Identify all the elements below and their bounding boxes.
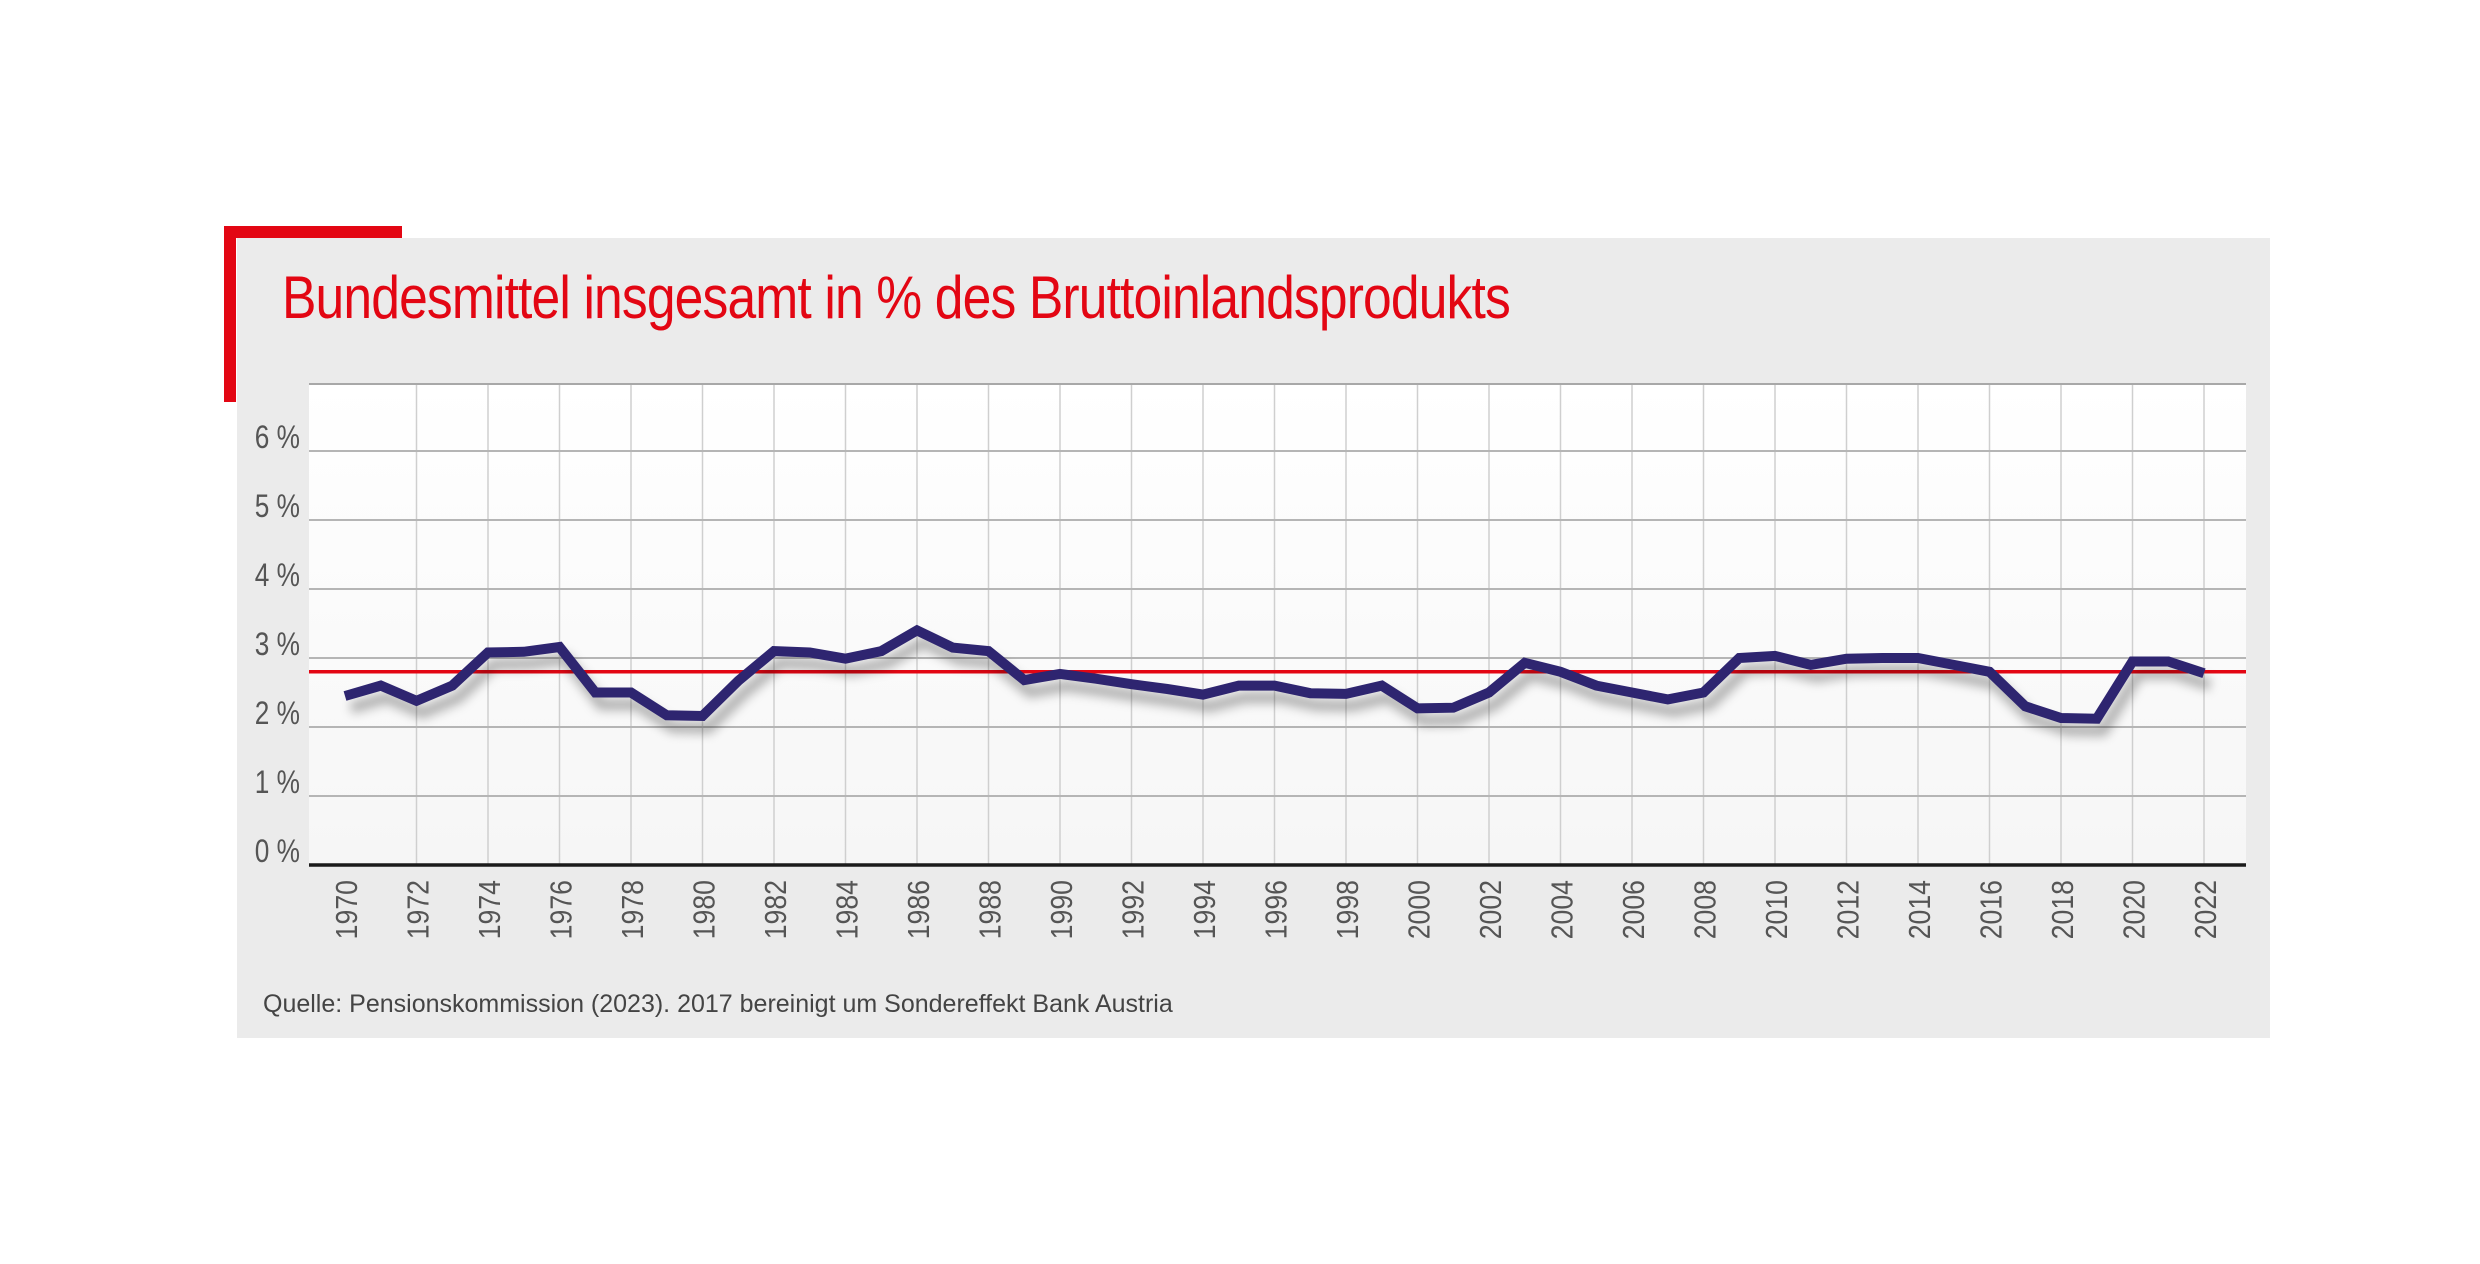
x-tick-label: 1984	[831, 880, 865, 939]
x-tick-label: 1992	[1117, 880, 1151, 939]
accent-bar-vertical	[224, 226, 236, 402]
series-group	[343, 624, 2212, 737]
plot-area	[309, 384, 2246, 865]
x-tick-label: 2012	[1832, 880, 1866, 939]
x-tick-label: 1994	[1188, 880, 1222, 939]
y-axis-tick-labels: 0 % 1 % 2 % 3 % 4 % 5 % 6 %	[255, 421, 300, 870]
x-tick-label: 2020	[2118, 880, 2152, 939]
series-line	[343, 624, 2206, 724]
x-tick-label: 1998	[1331, 880, 1365, 939]
x-tick-label: 2002	[1474, 880, 1508, 939]
source-note: Quelle: Pensionskommission (2023). 2017 …	[263, 990, 1173, 1018]
y-tick-label: 1 %	[255, 766, 300, 801]
x-tick-label: 1988	[974, 880, 1008, 939]
y-tick-label: 2 %	[255, 697, 300, 732]
accent-bar-horizontal	[224, 226, 402, 238]
x-tick-label: 2016	[1975, 880, 2009, 939]
y-tick-label: 6 %	[255, 421, 300, 456]
x-tick-label: 1996	[1260, 880, 1294, 939]
x-tick-label: 2010	[1760, 880, 1794, 939]
x-tick-label: 1990	[1045, 880, 1079, 939]
x-tick-label: 2008	[1689, 880, 1723, 939]
x-tick-label: 1982	[759, 880, 793, 939]
plot-background	[309, 384, 2246, 865]
x-tick-label: 1972	[402, 880, 436, 939]
x-tick-label: 1976	[545, 880, 579, 939]
series-line-shadow	[349, 636, 2212, 737]
x-tick-label: 2014	[1903, 880, 1937, 939]
x-tick-label: 1980	[688, 880, 722, 939]
x-tick-label: 2006	[1617, 880, 1651, 939]
y-tick-label: 0 %	[255, 835, 300, 870]
x-tick-label: 1970	[330, 880, 364, 939]
x-tick-label: 1978	[616, 880, 650, 939]
x-axis-tick-labels: 1970 1972 1974 1976 1978 1980 1982 1984 1986 1988…	[330, 880, 2223, 939]
y-tick-label: 4 %	[255, 559, 300, 594]
y-tick-label: 3 %	[255, 628, 300, 663]
x-tick-label: 2004	[1546, 880, 1580, 939]
x-tick-label: 2000	[1403, 880, 1437, 939]
x-tick-label: 1986	[902, 880, 936, 939]
chart-title: Bundesmittel insgesamt in % des Bruttoin…	[282, 264, 1511, 331]
x-tick-label: 2018	[2046, 880, 2080, 939]
x-tick-label: 2022	[2189, 880, 2223, 939]
vertical-gridlines	[415, 384, 2205, 865]
y-tick-label: 5 %	[255, 490, 300, 525]
x-tick-label: 1974	[473, 880, 507, 939]
